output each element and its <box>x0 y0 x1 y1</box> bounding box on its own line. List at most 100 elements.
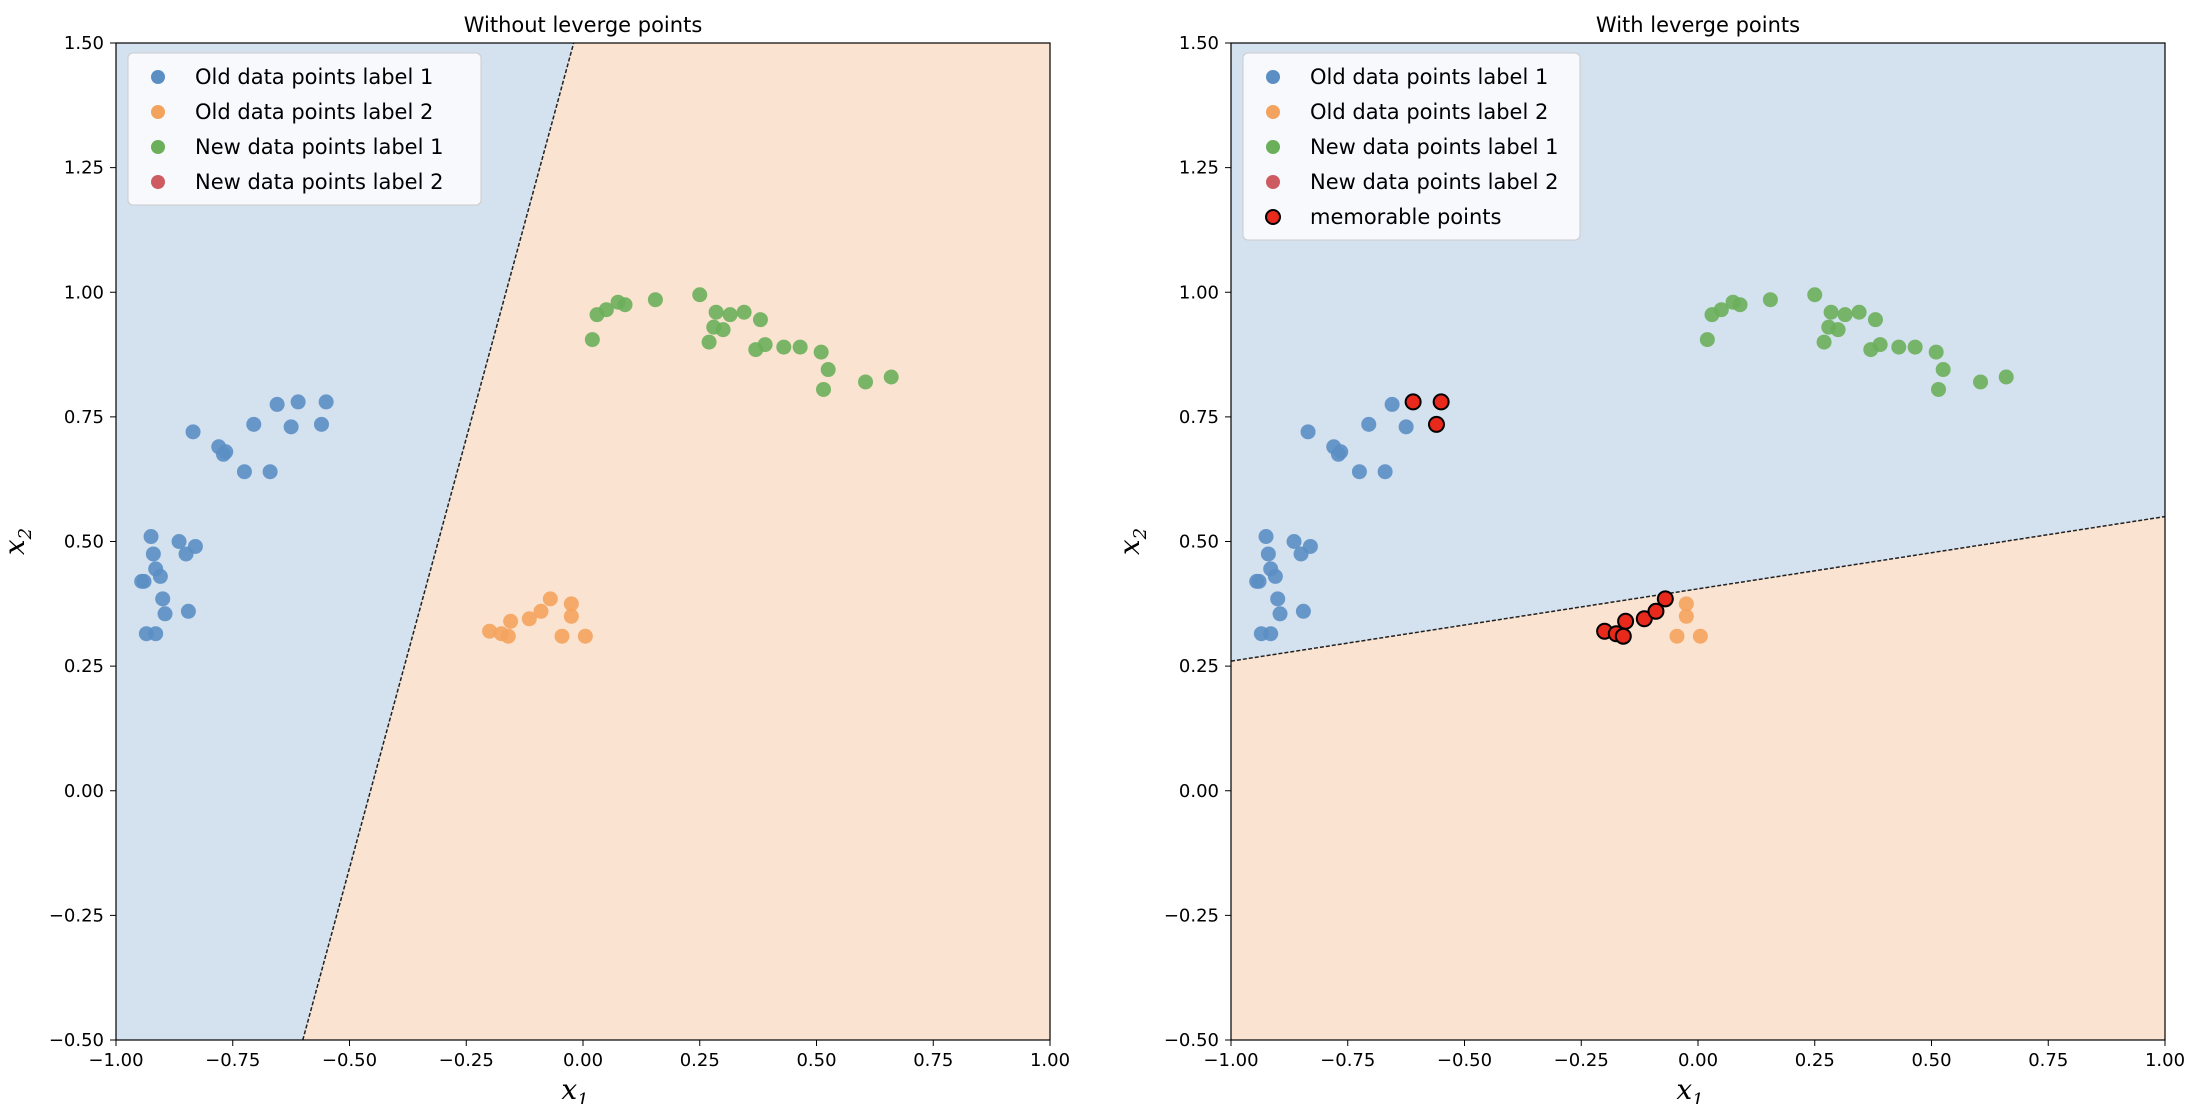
data-point <box>1762 292 1778 308</box>
chart-panel-2: −1.00 −0.75 −0.50 −0.25 0.00 0.25 0.50 0.75 1.00… <box>1113 13 2185 1104</box>
data-point <box>1635 610 1653 628</box>
x-tick-label: −1.00 <box>88 1050 143 1071</box>
data-point <box>542 591 558 607</box>
y-tick-label: 1.50 <box>1179 33 1219 54</box>
y-tick-label: 1.00 <box>1179 282 1219 303</box>
y-tick-label: 0.75 <box>64 407 104 428</box>
legend-marker <box>1265 209 1281 225</box>
data-point <box>1931 381 1947 397</box>
data-point <box>1361 416 1377 432</box>
data-point <box>1272 606 1288 622</box>
legend-marker <box>151 175 165 189</box>
y-tick-label: 1.00 <box>64 282 104 303</box>
legend-label: New data points label 2 <box>195 170 443 194</box>
decision-boundary-line <box>1231 515 2165 662</box>
x-tick-label: 0.25 <box>1795 1050 1835 1071</box>
data-point <box>1872 337 1888 353</box>
legend-label: New data points label 2 <box>1310 170 1558 194</box>
data-point <box>722 307 738 323</box>
data-point <box>1713 302 1729 318</box>
data-point <box>1351 464 1367 480</box>
series-old-data-points-label-1 <box>1249 394 1449 642</box>
data-point <box>283 419 299 435</box>
y-tick-label: 1.25 <box>64 158 104 179</box>
data-point <box>1699 332 1715 348</box>
data-point <box>1258 529 1274 545</box>
data-point <box>752 312 768 328</box>
data-point <box>617 297 633 313</box>
data-point <box>1300 424 1316 440</box>
series-new-data-points-label-1 <box>584 287 899 397</box>
data-point <box>1260 546 1276 562</box>
data-point <box>503 613 519 629</box>
legend: Old data points label 1 Old data points l… <box>127 52 482 206</box>
data-point <box>563 608 579 624</box>
data-point <box>1732 297 1748 313</box>
legend-label: Old data points label 1 <box>1310 65 1548 89</box>
y-tick-label: −0.25 <box>49 905 104 926</box>
data-point <box>598 302 614 318</box>
data-point <box>813 344 829 360</box>
data-point <box>1302 538 1318 554</box>
x-tick-label: 0.00 <box>563 1050 603 1071</box>
data-point <box>883 369 899 385</box>
y-axis-label: x2 <box>0 528 36 555</box>
y-tick-label: −0.50 <box>1164 1030 1219 1051</box>
data-point <box>1678 596 1694 612</box>
series-memorable-points <box>1404 393 1674 645</box>
data-point <box>715 322 731 338</box>
data-point <box>145 546 161 562</box>
data-point <box>708 304 724 320</box>
legend-label: memorable points <box>1310 205 1501 229</box>
data-point <box>1295 603 1311 619</box>
data-point <box>236 464 252 480</box>
x-tick-label: 0.50 <box>1911 1050 1951 1071</box>
data-point <box>1830 322 1846 338</box>
legend-marker <box>1266 140 1280 154</box>
legend-marker <box>151 105 165 119</box>
x-tick-label: 1.00 <box>2145 1050 2185 1071</box>
x-tick-label: −0.75 <box>1320 1050 1375 1071</box>
data-point <box>1669 628 1685 644</box>
legend-marker <box>1266 105 1280 119</box>
region-label-1 <box>116 43 574 1040</box>
data-point <box>1823 304 1839 320</box>
data-point <box>584 332 600 348</box>
data-point <box>820 362 836 378</box>
y-tick-label: 0.50 <box>1179 532 1219 553</box>
y-tick-label: 0.00 <box>64 781 104 802</box>
chart-title: With leverge points <box>1596 13 1800 37</box>
legend-label: Old data points label 2 <box>195 100 433 124</box>
x-tick-label: 0.75 <box>2028 1050 2068 1071</box>
y-tick-label: 0.00 <box>1179 781 1219 802</box>
data-point <box>1384 396 1400 412</box>
data-point <box>757 337 773 353</box>
plot-area <box>116 43 1050 1040</box>
data-point <box>290 394 306 410</box>
data-point <box>269 396 285 412</box>
data-point <box>1678 608 1694 624</box>
data-point <box>218 444 234 460</box>
data-point <box>563 596 579 612</box>
series-old-data-points-label-2 <box>482 591 593 644</box>
x-tick-label: −0.75 <box>205 1050 260 1071</box>
data-point <box>533 603 549 619</box>
legend-marker <box>1266 70 1280 84</box>
series-old-data-points-label-1 <box>134 394 334 642</box>
data-point <box>858 374 874 390</box>
decision-boundary-line <box>302 43 575 1040</box>
x-tick-label: −1.00 <box>1203 1050 1258 1071</box>
data-point <box>185 424 201 440</box>
x-tick-label: 0.25 <box>680 1050 720 1071</box>
data-point <box>155 591 171 607</box>
data-point <box>1837 307 1853 323</box>
data-point <box>148 626 164 642</box>
x-axis-label: x1 <box>1676 1073 1703 1104</box>
data-point <box>1251 573 1267 589</box>
data-point <box>143 529 159 545</box>
y-tick-label: 0.75 <box>1179 407 1219 428</box>
data-point <box>482 623 498 639</box>
y-tick-label: −0.50 <box>49 1030 104 1051</box>
x-tick-label: −0.25 <box>439 1050 494 1071</box>
data-point <box>1617 612 1635 630</box>
